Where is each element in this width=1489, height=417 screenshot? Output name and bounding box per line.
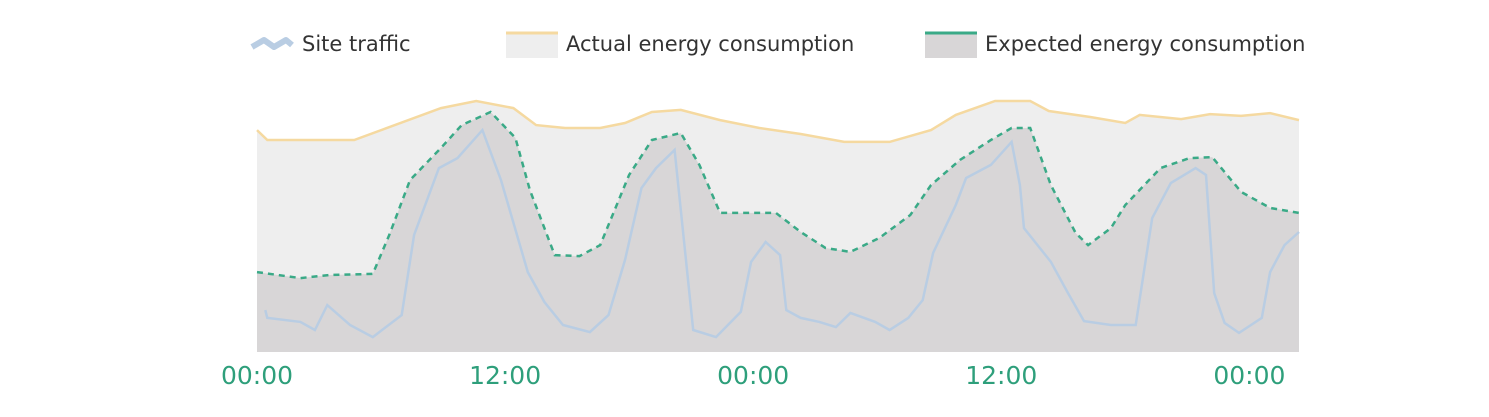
x-tick-label: 12:00 — [469, 361, 541, 390]
x-tick-label: 00:00 — [221, 361, 293, 390]
x-tick-label: 00:00 — [717, 361, 789, 390]
line — [264, 127, 1300, 339]
legend-label: Site traffic — [302, 32, 411, 56]
legend-swatch — [925, 33, 977, 58]
area-edge — [256, 99, 1300, 144]
legend-swatch — [506, 33, 558, 58]
area — [257, 112, 1299, 352]
x-tick-label: 12:00 — [965, 361, 1037, 390]
legend-label: Actual energy consumption — [566, 32, 854, 56]
legend-swatch — [250, 37, 294, 50]
x-tick-label: 00:00 — [1213, 361, 1285, 390]
legend-label: Expected energy consumption — [985, 32, 1305, 56]
